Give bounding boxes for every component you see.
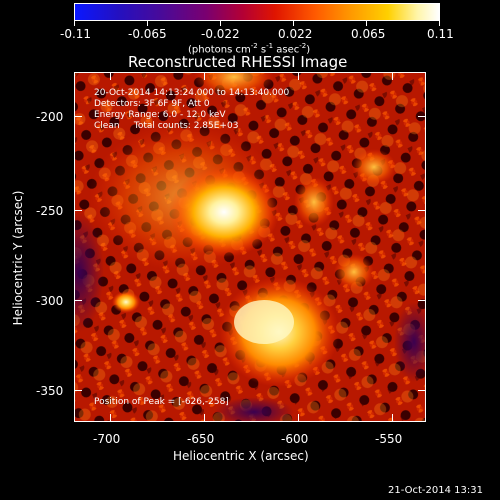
y-tick-label: -200 xyxy=(36,110,64,124)
colorbar-tick-label: 0.11 xyxy=(427,27,454,41)
colorbar-tick-label: -0.11 xyxy=(60,27,92,41)
colorbar xyxy=(74,3,440,21)
y-tick-label: -300 xyxy=(36,294,64,308)
colorbar-tick-label: -0.065 xyxy=(128,27,167,41)
detectors-info: Detectors: 3F 6F 9F, Att 0 xyxy=(94,99,210,109)
x-tick-label: -650 xyxy=(187,432,215,446)
x-tick-label: -700 xyxy=(93,432,121,446)
colorbar-units: (photons cm-2 s-1 asec-2) xyxy=(188,42,311,56)
y-axis-label: Heliocentric Y (arcsec) xyxy=(11,190,25,326)
clean-total-counts: Clean Total counts: 2.85E+03 xyxy=(94,121,239,131)
colorbar-tick-label: 0.065 xyxy=(351,27,386,41)
peak-position: Position of Peak = [-626,-258] xyxy=(94,397,229,407)
x-axis-label: Heliocentric X (arcsec) xyxy=(173,449,309,463)
x-tick-label: -600 xyxy=(281,432,309,446)
observation-time: 20-Oct-2014 14:13:24.000 to 14:13:40.000 xyxy=(94,88,290,98)
rhessi-image xyxy=(74,72,426,422)
x-tick-label: -550 xyxy=(375,432,403,446)
energy-range: Energy Range: 6.0 - 12.0 keV xyxy=(94,110,226,120)
colorbar-tick-label: 0.022 xyxy=(278,27,313,41)
y-tick-label: -350 xyxy=(36,384,64,398)
y-tick-label: -250 xyxy=(36,204,64,218)
colorbar-tick-label: -0.022 xyxy=(201,27,240,41)
plot-title: Reconstructed RHESSI Image xyxy=(128,53,348,71)
generation-timestamp: 21-Oct-2014 13:31 xyxy=(388,485,483,496)
